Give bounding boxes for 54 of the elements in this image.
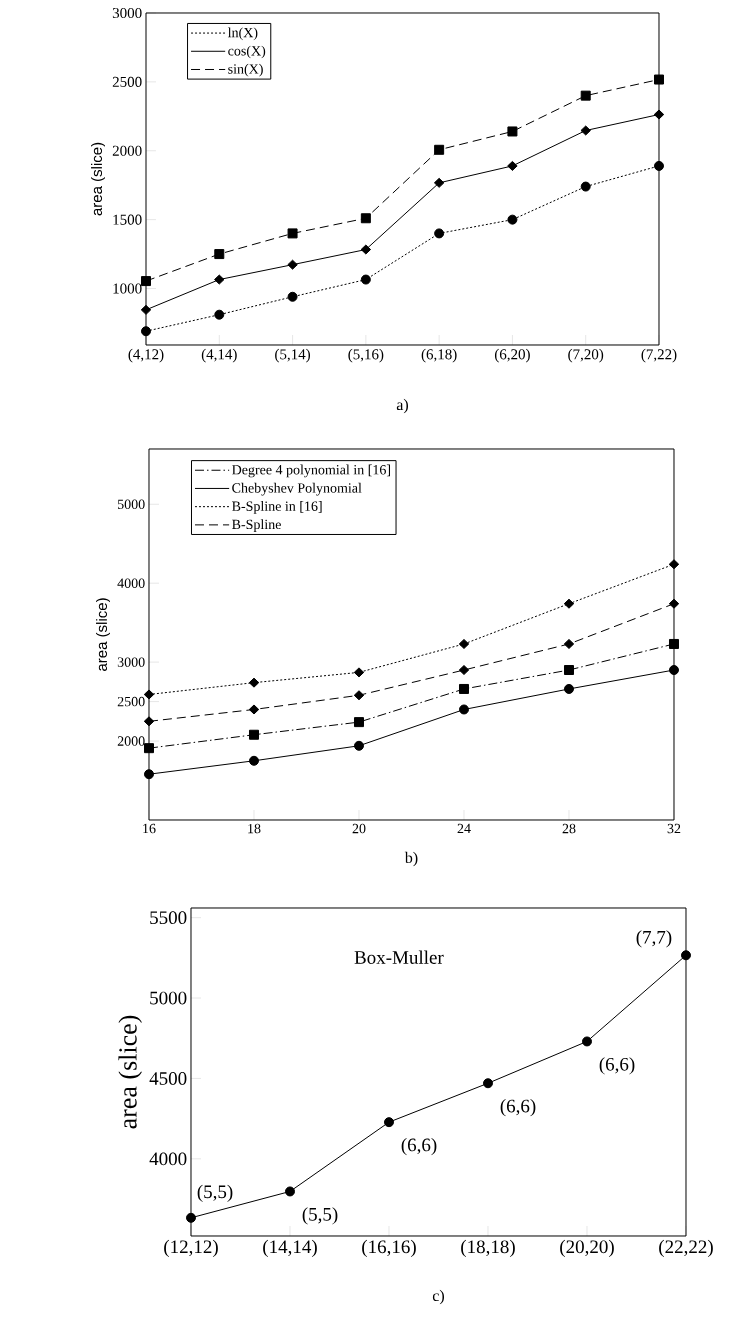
annotation: (6,6) (599, 1057, 635, 1075)
text: b) (404, 851, 418, 867)
y-tick-label: 2000 (112, 145, 142, 156)
x-tick-label: (12,12) (164, 1239, 218, 1258)
x-tick-label: (7,22) (641, 348, 677, 363)
x-tick-label: 24 (457, 823, 471, 834)
x-tick-label: (7,20) (568, 348, 604, 363)
y-tick-label: 3000 (112, 7, 142, 19)
text: a) (396, 398, 409, 414)
x-tick-label: 32 (667, 823, 681, 834)
y-tick-label: 3000 (117, 657, 145, 667)
y-tick-label: 4000 (117, 578, 145, 588)
x-tick-label: 20 (352, 823, 366, 834)
y-axis-title: area (slice) (91, 142, 105, 216)
y-axis-title: area (slice) (118, 1015, 142, 1129)
y-tick-label: 5500 (150, 911, 187, 925)
x-tick-label: (20,20) (560, 1239, 614, 1258)
x-tick-label: 18 (248, 823, 261, 834)
y-tick-label: 2500 (117, 696, 145, 707)
y-tick-label: 5000 (150, 991, 187, 1005)
x-tick-label: 16 (143, 823, 156, 834)
legend-label: Degree 4 polynomial in [16] (232, 464, 390, 478)
legend-label: Chebyshev Polynomial (232, 482, 362, 496)
y-axis-title: area (slice) (96, 598, 110, 671)
text: c) (432, 1289, 445, 1305)
x-tick-label: (4,14) (201, 348, 237, 363)
x-tick-label: (4,12) (128, 348, 164, 363)
y-tick-label: 1500 (113, 214, 142, 225)
x-tick-label: (16,16) (362, 1239, 416, 1258)
x-tick-label: (14,14) (263, 1239, 317, 1258)
legend-label: B-Spline (232, 519, 281, 532)
x-tick-label: (6,18) (421, 348, 457, 363)
x-tick-label: (6,20) (494, 348, 530, 363)
legend-label: B-Spline in [16] (232, 501, 322, 514)
x-tick-label: (22,22) (659, 1239, 713, 1258)
legend-label: sin(X) (228, 63, 263, 77)
y-tick-label: 2000 (117, 736, 145, 746)
annotation: (5,5) (197, 1184, 233, 1202)
x-tick-label: (5,14) (275, 348, 311, 363)
y-tick-label: 4000 (149, 1152, 187, 1166)
x-tick-label: (18,18) (461, 1239, 515, 1258)
y-tick-label: 2500 (112, 76, 142, 87)
text: Box-Muller (354, 950, 444, 964)
y-tick-label: 1000 (113, 283, 142, 294)
annotation: (6,6) (401, 1138, 437, 1156)
annotation: (7,7) (636, 930, 672, 948)
annotation: (5,5) (302, 1207, 338, 1225)
legend-label: ln(X) (227, 27, 258, 41)
legend-label: cos(X) (228, 45, 266, 59)
annotation: (6,6) (500, 1099, 536, 1117)
x-tick-label: 28 (562, 823, 576, 834)
y-tick-label: 5000 (117, 499, 145, 509)
y-tick-label: 4500 (149, 1072, 187, 1085)
x-tick-label: (5,16) (348, 348, 384, 363)
